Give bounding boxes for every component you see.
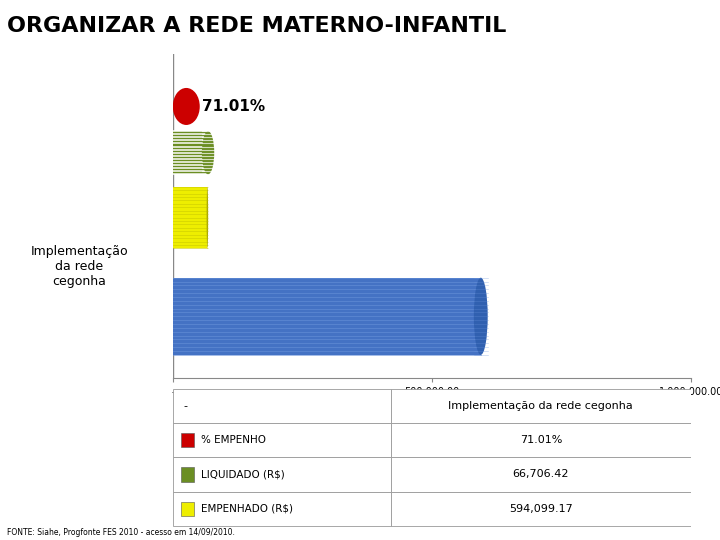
Text: LIQUIDADO (R$): LIQUIDADO (R$) bbox=[202, 469, 285, 480]
Bar bbox=[181, 467, 194, 482]
Text: Implementação da rede cegonha: Implementação da rede cegonha bbox=[351, 434, 513, 443]
Text: 594,099.17: 594,099.17 bbox=[509, 504, 572, 514]
Text: FONTE: Siahe, Progfonte FES 2010 - acesso em 14/09/2010.: FONTE: Siahe, Progfonte FES 2010 - acess… bbox=[7, 528, 235, 537]
Text: -: - bbox=[183, 401, 187, 411]
Bar bbox=[173, 131, 208, 174]
Bar bbox=[181, 433, 194, 447]
Bar bbox=[173, 457, 390, 491]
Ellipse shape bbox=[172, 187, 174, 248]
Text: % EMPENHO: % EMPENHO bbox=[202, 435, 266, 445]
Bar bbox=[390, 389, 691, 423]
Bar bbox=[390, 423, 691, 457]
Bar bbox=[390, 457, 691, 491]
Ellipse shape bbox=[202, 131, 215, 174]
Bar bbox=[173, 389, 390, 423]
Text: Implementação
da rede
cegonha: Implementação da rede cegonha bbox=[31, 245, 128, 288]
Bar bbox=[390, 491, 691, 526]
Bar bbox=[173, 278, 481, 355]
Ellipse shape bbox=[173, 88, 199, 125]
Bar bbox=[173, 423, 390, 457]
Ellipse shape bbox=[207, 187, 208, 248]
Bar bbox=[173, 187, 207, 248]
Text: 66,706.42: 66,706.42 bbox=[513, 469, 569, 480]
Bar bbox=[173, 491, 390, 526]
Text: EMPENHADO (R$): EMPENHADO (R$) bbox=[202, 504, 293, 514]
Text: Implementação da rede cegonha: Implementação da rede cegonha bbox=[449, 401, 633, 411]
Text: 71.01%: 71.01% bbox=[202, 99, 266, 114]
Ellipse shape bbox=[168, 278, 178, 355]
Text: 71.01%: 71.01% bbox=[520, 435, 562, 445]
Bar bbox=[181, 502, 194, 516]
Text: ORGANIZAR A REDE MATERNO-INFANTIL: ORGANIZAR A REDE MATERNO-INFANTIL bbox=[7, 16, 507, 36]
Ellipse shape bbox=[474, 278, 487, 355]
